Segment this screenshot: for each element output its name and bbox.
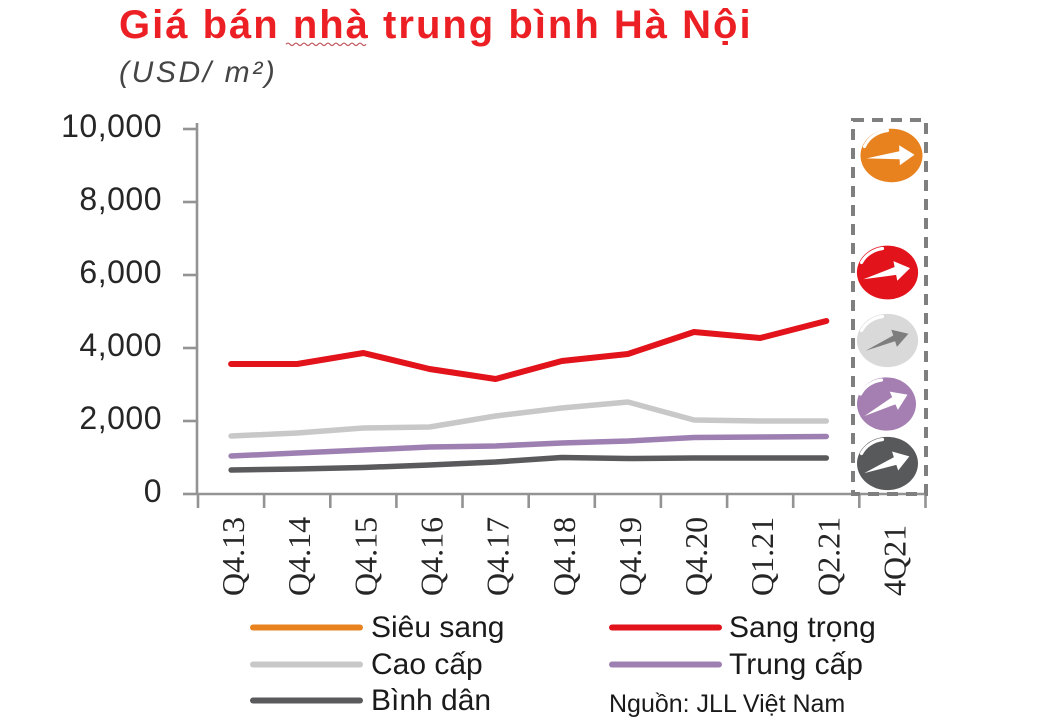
- svg-text:Q1.21: Q1.21: [744, 517, 780, 596]
- svg-text:Q4.17: Q4.17: [480, 517, 516, 596]
- svg-text:Q4.15: Q4.15: [347, 517, 383, 596]
- svg-text:Q2.21: Q2.21: [810, 517, 846, 596]
- svg-text:Q4.20: Q4.20: [678, 517, 714, 596]
- svg-text:Q4.14: Q4.14: [281, 517, 317, 596]
- svg-text:Q4.13: Q4.13: [215, 517, 251, 596]
- svg-text:Q4.19: Q4.19: [612, 517, 648, 596]
- svg-text:4Q21: 4Q21: [876, 525, 912, 596]
- svg-text:Q4.18: Q4.18: [546, 517, 582, 596]
- svg-text:Q4.16: Q4.16: [414, 517, 450, 596]
